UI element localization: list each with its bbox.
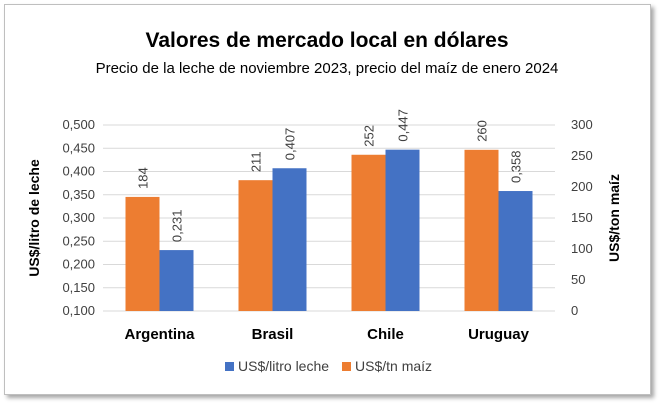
bar bbox=[159, 250, 194, 311]
left-tick-label: 0,500 bbox=[62, 117, 95, 132]
data-label: 0,407 bbox=[283, 128, 298, 161]
data-label: 0,231 bbox=[170, 210, 185, 243]
data-label: 252 bbox=[362, 125, 377, 147]
bar bbox=[464, 149, 499, 311]
data-label: 184 bbox=[136, 167, 151, 189]
right-tick-label: 200 bbox=[571, 179, 593, 194]
left-tick-label: 0,300 bbox=[62, 210, 95, 225]
category-label: Uruguay bbox=[468, 326, 530, 343]
right-axis-ticks: 0 50 100 150 200 250 300 bbox=[571, 117, 593, 318]
data-label: 211 bbox=[249, 151, 264, 172]
legend-label: US$/tn maíz bbox=[355, 358, 432, 374]
right-axis-title: US$/ton maíz bbox=[606, 174, 622, 262]
bar bbox=[385, 149, 420, 311]
left-tick-label: 0,450 bbox=[62, 140, 95, 155]
category-label: Argentina bbox=[124, 326, 195, 343]
bars bbox=[125, 149, 533, 311]
chart-title: Valores de mercado local en dólares bbox=[146, 29, 509, 52]
right-tick-label: 250 bbox=[571, 148, 593, 163]
left-axis-ticks: 0,100 0,150 0,200 0,250 0,300 0,350 0,400 0,450… bbox=[62, 117, 95, 318]
data-label: 0,447 bbox=[396, 109, 411, 142]
left-tick-label: 0,250 bbox=[62, 233, 95, 248]
left-tick-label: 0,400 bbox=[62, 164, 95, 179]
bar bbox=[498, 191, 533, 311]
left-tick-label: 0,150 bbox=[62, 280, 95, 295]
bar bbox=[272, 168, 307, 311]
bar bbox=[351, 154, 386, 311]
right-tick-label: 50 bbox=[571, 272, 585, 287]
left-tick-label: 0,100 bbox=[62, 303, 95, 318]
bar bbox=[125, 196, 160, 311]
chart-subtitle: Precio de la leche de noviembre 2023, pr… bbox=[96, 60, 559, 77]
legend-swatch bbox=[225, 362, 234, 371]
data-label: 260 bbox=[475, 120, 490, 142]
right-tick-label: 100 bbox=[571, 241, 593, 256]
data-labels: 184 0,231 211 0,407 252 0,447 260 0,358 bbox=[136, 109, 524, 242]
left-tick-label: 0,350 bbox=[62, 187, 95, 202]
legend-swatch bbox=[342, 362, 351, 371]
bar bbox=[238, 180, 273, 311]
chart-svg: Valores de mercado local en dólares Prec… bbox=[26, 29, 622, 374]
chart-frame: Valores de mercado local en dólares Prec… bbox=[4, 4, 651, 395]
legend-label: US$/litro leche bbox=[238, 358, 329, 374]
data-label: 0,358 bbox=[509, 150, 524, 183]
legend: US$/litro leche US$/tn maíz bbox=[225, 358, 432, 374]
left-tick-label: 0,200 bbox=[62, 257, 95, 272]
right-tick-label: 150 bbox=[571, 210, 593, 225]
right-tick-label: 0 bbox=[571, 303, 578, 318]
category-label: Brasil bbox=[252, 326, 294, 343]
left-axis-title: US$/litro de leche bbox=[26, 159, 42, 277]
right-tick-label: 300 bbox=[571, 117, 593, 132]
category-label: Chile bbox=[367, 326, 404, 343]
category-labels: Argentina Brasil Chile Uruguay bbox=[124, 326, 529, 343]
